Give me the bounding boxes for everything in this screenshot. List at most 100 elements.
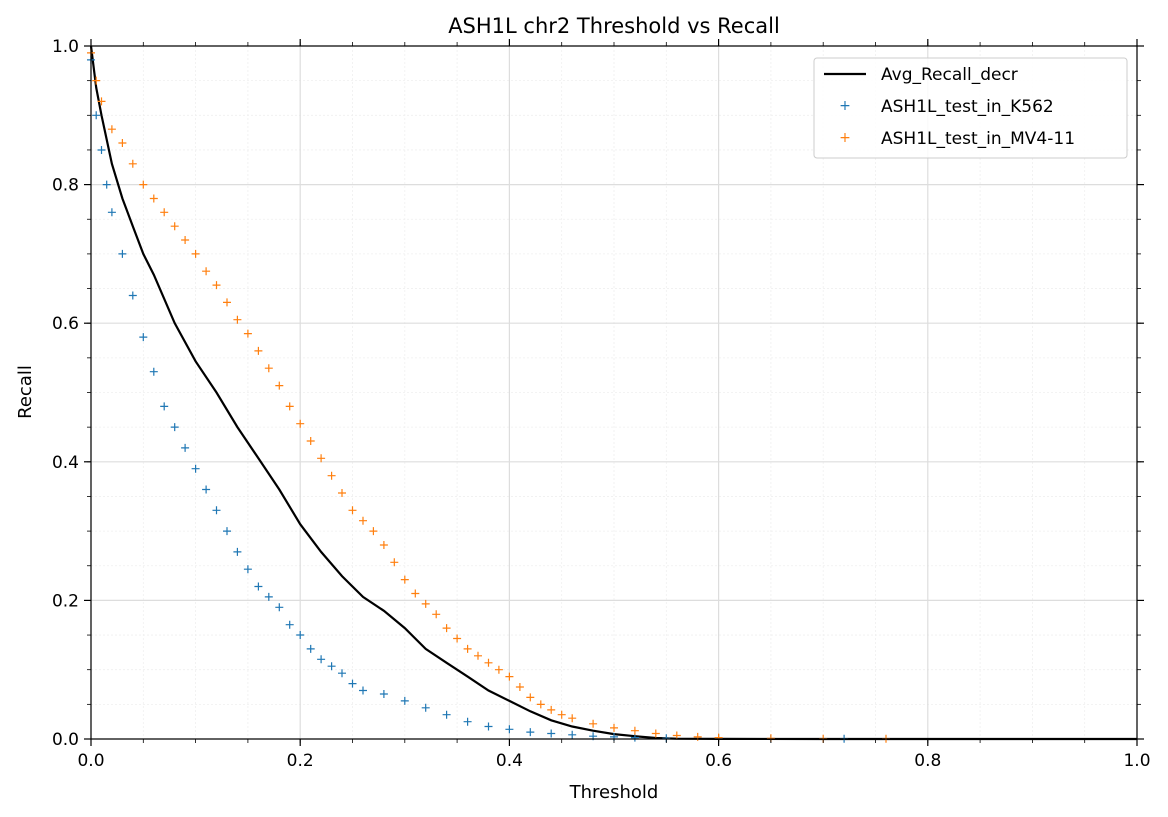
legend: Avg_Recall_decr + ASH1L_test_in_K562 + A… [813, 57, 1128, 159]
data-point [317, 655, 326, 664]
data-point [630, 726, 639, 735]
data-point [442, 710, 451, 719]
data-point [170, 423, 179, 432]
chart-title: ASH1L chr2 Threshold vs Recall [448, 14, 780, 38]
data-point [474, 651, 482, 660]
data-point [181, 236, 190, 244]
data-point [610, 723, 618, 732]
data-point [306, 644, 315, 653]
data-point [202, 267, 211, 276]
legend-label-k562: ASH1L_test_in_K562 [881, 97, 1054, 117]
data-point [484, 722, 493, 731]
data-point [233, 315, 242, 324]
data-point [630, 733, 639, 742]
data-point [369, 527, 378, 536]
legend-marker-k562: + [839, 98, 851, 114]
data-point [306, 437, 315, 445]
x-tick-label: 0.4 [496, 751, 523, 771]
data-point [494, 665, 503, 674]
x-tick-label: 0.2 [287, 751, 314, 771]
data-point [285, 620, 294, 629]
data-point [181, 443, 190, 452]
data-point [348, 506, 357, 515]
data-point [102, 180, 111, 189]
data-point [557, 710, 566, 719]
data-point [515, 683, 524, 691]
data-point [160, 208, 169, 217]
data-point [327, 662, 336, 671]
data-point [484, 658, 493, 667]
data-point [421, 599, 430, 608]
data-point [348, 679, 357, 688]
data-point [411, 589, 420, 598]
data-point [526, 693, 535, 702]
data-point [421, 703, 430, 712]
data-point [379, 541, 388, 549]
legend-label-avg: Avg_Recall_decr [881, 65, 1018, 85]
y-tick-label: 0.0 [52, 730, 79, 750]
data-point [128, 159, 137, 168]
data-point [442, 624, 451, 633]
data-point [92, 76, 101, 85]
data-point [149, 367, 158, 376]
data-point [568, 714, 577, 723]
data-point [264, 592, 273, 601]
data-point [432, 610, 441, 619]
data-point [212, 281, 221, 290]
data-point [651, 729, 660, 738]
data-point [296, 631, 305, 639]
data-point [505, 725, 514, 734]
data-point [338, 489, 346, 497]
data-point [296, 419, 305, 428]
data-point [275, 603, 284, 612]
data-point [107, 208, 116, 217]
data-point [202, 485, 211, 494]
data-point [233, 547, 242, 556]
x-tick-label: 0.8 [914, 751, 941, 771]
y-tick-label: 0.4 [52, 453, 79, 473]
y-tick-label: 1.0 [52, 37, 79, 57]
data-point [107, 125, 116, 134]
data-point [97, 97, 106, 106]
legend-frame [813, 57, 1128, 159]
y-tick-label: 0.2 [52, 591, 79, 611]
data-point [243, 565, 252, 574]
plot-area: 0.0 0.2 0.4 0.6 0.8 1.0 0.0 0.2 0.4 0.6 0.8 1.0 [52, 37, 1151, 771]
data-point [139, 333, 148, 342]
data-point [254, 582, 263, 591]
data-point [359, 516, 367, 525]
data-point [149, 194, 158, 203]
data-point [92, 111, 101, 120]
x-axis-label: Threshold [569, 782, 659, 803]
data-point [589, 719, 598, 728]
data-point [191, 249, 200, 258]
data-point [505, 672, 514, 681]
data-point [463, 717, 472, 726]
data-point [327, 471, 336, 480]
data-point [453, 634, 462, 643]
data-point [212, 506, 221, 515]
data-point [97, 146, 106, 154]
data-point [170, 222, 179, 231]
data-point [390, 558, 399, 567]
y-tick-label: 0.6 [52, 314, 79, 334]
legend-marker-mv411: + [839, 130, 851, 146]
x-tick-label: 0.6 [705, 751, 732, 771]
data-point [191, 464, 200, 473]
data-point [118, 249, 127, 258]
data-point [400, 696, 409, 705]
data-point [118, 139, 127, 147]
legend-label-mv411: ASH1L_test_in_MV4-11 [881, 129, 1075, 149]
data-point [536, 700, 545, 709]
data-point [317, 454, 326, 463]
data-point [463, 644, 472, 653]
data-point [223, 527, 231, 536]
data-point [338, 669, 346, 678]
y-axis-label: Recall [15, 365, 36, 419]
data-point [547, 705, 556, 714]
data-point [275, 381, 284, 390]
data-point [526, 728, 535, 737]
data-point [672, 731, 681, 740]
data-point [379, 690, 388, 698]
